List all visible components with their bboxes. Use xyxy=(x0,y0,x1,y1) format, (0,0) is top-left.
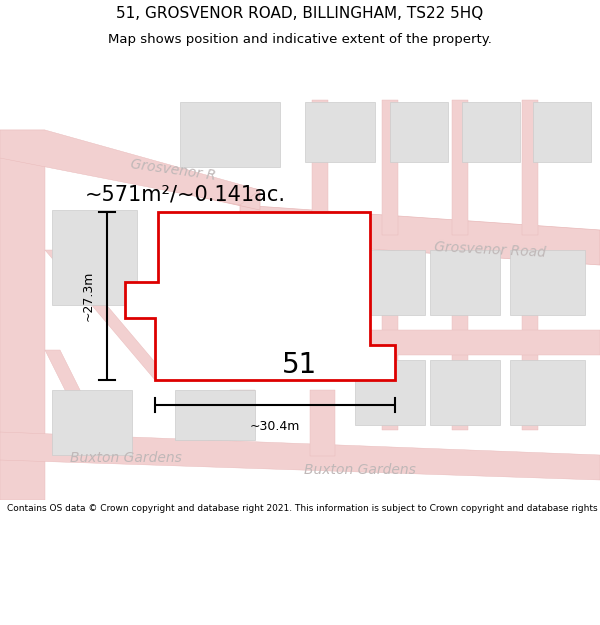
Bar xyxy=(390,102,448,162)
Polygon shape xyxy=(312,100,328,235)
Bar xyxy=(230,280,335,370)
Text: Map shows position and indicative extent of the property.: Map shows position and indicative extent… xyxy=(108,32,492,46)
Bar xyxy=(510,360,585,425)
Polygon shape xyxy=(125,212,395,380)
Polygon shape xyxy=(230,390,255,432)
Polygon shape xyxy=(45,350,100,430)
Text: Grosvenor Road: Grosvenor Road xyxy=(434,240,546,260)
Text: Grosvenor R: Grosvenor R xyxy=(130,157,217,183)
Bar xyxy=(52,210,137,305)
Bar xyxy=(355,360,425,425)
Text: Buxton Gardens: Buxton Gardens xyxy=(70,451,182,465)
Text: 51: 51 xyxy=(283,351,317,379)
Polygon shape xyxy=(0,130,260,205)
Polygon shape xyxy=(452,255,468,430)
Bar xyxy=(510,250,585,315)
Text: Buxton Gardens: Buxton Gardens xyxy=(304,463,416,477)
Bar xyxy=(52,390,132,455)
Text: ~27.3m: ~27.3m xyxy=(82,271,95,321)
Text: ~571m²/~0.141ac.: ~571m²/~0.141ac. xyxy=(85,185,286,205)
Polygon shape xyxy=(522,255,538,430)
Polygon shape xyxy=(0,130,45,500)
Polygon shape xyxy=(45,250,170,380)
Polygon shape xyxy=(522,100,538,235)
Polygon shape xyxy=(0,432,600,480)
Polygon shape xyxy=(240,205,600,265)
Polygon shape xyxy=(310,330,600,355)
Bar xyxy=(305,102,375,162)
Bar xyxy=(180,102,280,167)
Text: ~30.4m: ~30.4m xyxy=(250,420,300,433)
Bar xyxy=(430,250,500,315)
Bar xyxy=(355,250,425,315)
Bar xyxy=(430,360,500,425)
Text: Contains OS data © Crown copyright and database right 2021. This information is : Contains OS data © Crown copyright and d… xyxy=(7,504,600,512)
Polygon shape xyxy=(310,390,335,456)
Polygon shape xyxy=(20,138,260,210)
Polygon shape xyxy=(382,100,398,235)
Text: 51, GROSVENOR ROAD, BILLINGHAM, TS22 5HQ: 51, GROSVENOR ROAD, BILLINGHAM, TS22 5HQ xyxy=(116,6,484,21)
Bar xyxy=(462,102,520,162)
Bar xyxy=(175,390,255,440)
Bar xyxy=(533,102,591,162)
Polygon shape xyxy=(382,255,398,430)
Polygon shape xyxy=(452,100,468,235)
